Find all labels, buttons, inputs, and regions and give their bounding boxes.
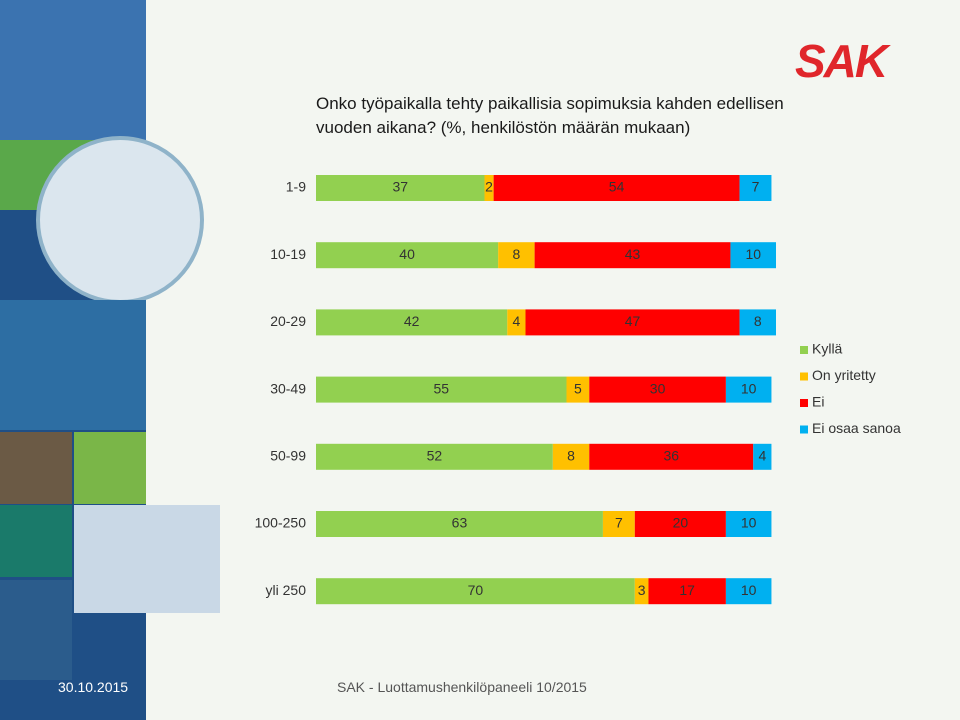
data-label: 10 (741, 380, 757, 396)
photo (0, 432, 72, 504)
data-label: 20 (673, 515, 689, 531)
bar-segment (484, 175, 494, 201)
bar-segment (507, 309, 526, 336)
bar-segment (589, 376, 726, 403)
data-label: 70 (468, 582, 484, 598)
bar-segment (634, 578, 649, 605)
logo: SAK (795, 35, 888, 87)
bar-segment (648, 578, 726, 605)
bar-segment (498, 242, 535, 269)
bar-segment (725, 511, 772, 537)
bar-segment (739, 309, 776, 336)
chart-title: Onko työpaikalla tehty paikallisia sopim… (316, 94, 784, 137)
bar-segment (753, 443, 772, 470)
data-label: 5 (574, 380, 582, 396)
data-label: 4 (758, 448, 766, 464)
bar-segment (316, 376, 567, 403)
data-label: 8 (512, 246, 520, 262)
data-label: 2 (485, 179, 493, 195)
legend-swatch (800, 425, 808, 434)
bar-segment (316, 242, 499, 269)
legend-label: On yritetty (812, 367, 876, 383)
bar-segment (552, 443, 590, 470)
side-block (0, 0, 146, 140)
legend-swatch (800, 346, 808, 354)
data-label: 7 (752, 179, 760, 195)
footer-date: 30.10.2015 (58, 679, 129, 695)
photo (74, 505, 220, 613)
y-tick-label: 1-9 (286, 179, 306, 195)
data-label: 17 (679, 582, 695, 598)
legend-label: Kyllä (812, 341, 843, 357)
y-tick-label: 100-250 (255, 515, 307, 531)
data-label: 30 (650, 380, 666, 396)
bar-segment (739, 175, 772, 201)
bar-segment (566, 376, 590, 403)
y-tick-label: 10-19 (270, 246, 306, 262)
bar-segment (730, 242, 776, 269)
data-label: 8 (567, 448, 575, 464)
data-label: 8 (754, 313, 762, 329)
bar-segment (589, 443, 754, 470)
bar-segment (602, 511, 635, 537)
side-block (0, 580, 72, 680)
data-label: 4 (512, 313, 520, 329)
bar-segment (634, 511, 726, 537)
footer-text: SAK - Luottamushenkilöpaneeli 10/2015 (337, 679, 587, 695)
bar-segment (316, 511, 603, 537)
data-label: 55 (433, 380, 449, 396)
bar-segment (493, 175, 740, 201)
legend-label: Ei osaa sanoa (812, 420, 901, 436)
bar-segment (725, 578, 772, 605)
data-label: 52 (427, 448, 443, 464)
bar-segment (525, 309, 740, 336)
data-label: 7 (615, 515, 623, 531)
data-label: 43 (625, 246, 641, 262)
bar-segment (725, 376, 772, 403)
bar-segment (534, 242, 731, 269)
side-block (74, 432, 146, 504)
bar-segment (316, 443, 553, 470)
side-block (0, 300, 146, 430)
data-label: 10 (741, 582, 757, 598)
data-label: 37 (392, 179, 408, 195)
legend-label: Ei (812, 394, 824, 410)
bar-segment (316, 309, 508, 336)
legend-swatch (800, 399, 808, 407)
side-block (0, 505, 72, 577)
y-tick-label: 20-29 (270, 313, 306, 329)
data-label: 10 (741, 515, 757, 531)
y-tick-label: 30-49 (270, 380, 306, 396)
data-label: 10 (745, 246, 761, 262)
data-label: 40 (399, 246, 415, 262)
y-tick-label: 50-99 (270, 448, 306, 464)
y-tick-label: yli 250 (266, 582, 307, 598)
data-label: 54 (609, 179, 625, 195)
bar-segment (316, 578, 635, 605)
photo-circle (36, 136, 204, 304)
data-label: 3 (638, 582, 646, 598)
data-label: 36 (663, 448, 679, 464)
data-label: 42 (404, 313, 420, 329)
data-label: 47 (625, 313, 641, 329)
legend-swatch (800, 372, 808, 381)
bar-segment (316, 175, 485, 201)
data-label: 63 (452, 515, 468, 531)
